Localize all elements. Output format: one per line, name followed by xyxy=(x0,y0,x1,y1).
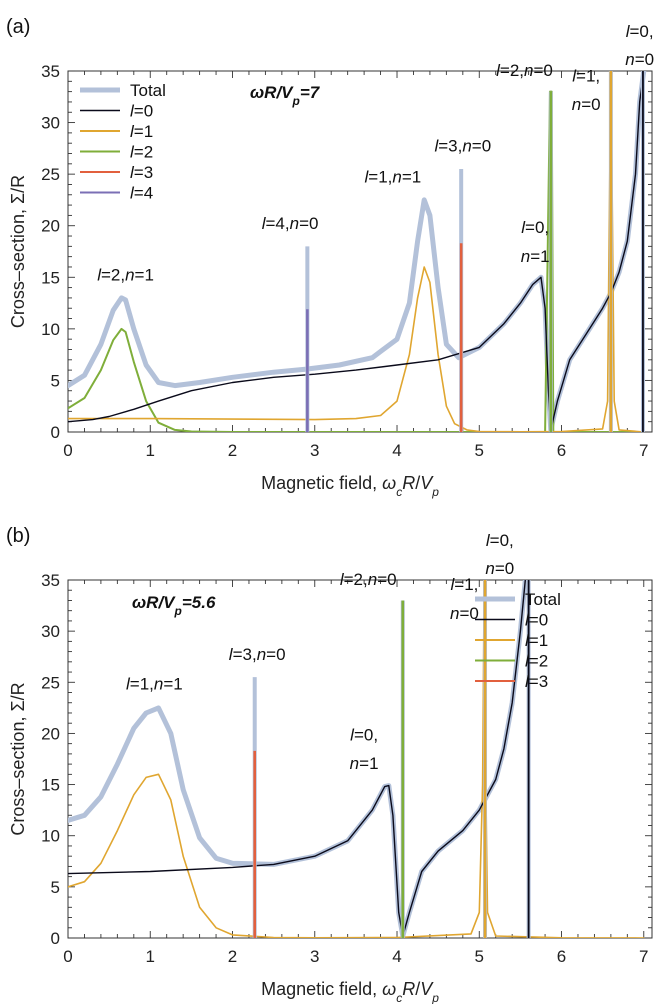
series-line-total xyxy=(68,71,647,432)
x-tick-label: 6 xyxy=(557,441,566,460)
y-tick-label: 5 xyxy=(51,878,60,897)
legend-entry-l2: l=2 xyxy=(130,143,153,162)
panel-a: 0 1 2 3 4 5 6 7 0 5 10 15 20 25 30 35 Magnetic field, ωc… xyxy=(6,16,654,499)
x-axis-title: Magnetic field, ωcR/Vp xyxy=(261,473,439,499)
y-tick-label: 15 xyxy=(41,268,60,287)
x-tick-label: 5 xyxy=(475,441,484,460)
y-tick-label: 25 xyxy=(41,673,60,692)
legend-entry-total: Total xyxy=(525,590,561,609)
peak-annotation: l=4,n=0 xyxy=(262,214,319,233)
y-tick-label: 35 xyxy=(41,571,60,590)
x-axis-title: Magnetic field, ωcR/Vp xyxy=(261,979,439,1004)
legend-entry-l2: l=2 xyxy=(525,652,548,671)
series-line-total xyxy=(68,580,528,938)
peak-annotation: n=0 xyxy=(450,604,479,623)
y-tick-label: 5 xyxy=(51,371,60,390)
y-tick-label: 10 xyxy=(41,827,60,846)
peak-annotation: l=2,n=0 xyxy=(340,570,397,589)
panel-label: (b) xyxy=(6,525,30,547)
peak-annotation: l=1, xyxy=(572,66,600,85)
peak-annotation: l=2,n=1 xyxy=(97,265,154,284)
x-tick-label: 1 xyxy=(146,441,155,460)
peak-annotation: n=1 xyxy=(350,754,379,773)
x-tick-label: 0 xyxy=(63,441,72,460)
peak-annotation: l=1,n=1 xyxy=(365,167,422,186)
x-tick-label: 2 xyxy=(228,947,237,966)
legend: Total l=0l=1 l=2l=3 xyxy=(475,590,561,691)
peak-annotation: n=1 xyxy=(521,247,550,266)
series-line-l0 xyxy=(68,580,526,937)
legend-entry-l3: l=3 xyxy=(130,163,153,182)
legend-entry-l3: l=3 xyxy=(525,672,548,691)
y-tick-label: 25 xyxy=(41,165,60,184)
y-axis-title: Cross–section, Σ/R xyxy=(8,682,28,835)
y-tick-label: 30 xyxy=(41,622,60,641)
y-tick-label: 20 xyxy=(41,217,60,236)
x-tick-label: 2 xyxy=(228,441,237,460)
peak-annotation: l=0, xyxy=(350,726,378,745)
x-tick-label: 3 xyxy=(310,441,319,460)
panel-label: (a) xyxy=(6,16,30,38)
peak-annotation: l=3,n=0 xyxy=(434,136,491,155)
parameter-label: ωR/Vp=5.6 xyxy=(132,593,216,618)
legend-entry-l0: l=0 xyxy=(525,611,548,630)
x-tick-label: 4 xyxy=(392,947,401,966)
legend-entry-l0: l=0 xyxy=(130,102,153,121)
peak-annotation: n=0 xyxy=(625,50,654,69)
legend-entry-l1: l=1 xyxy=(525,631,548,650)
y-tick-label: 35 xyxy=(41,62,60,81)
y-tick-label: 15 xyxy=(41,776,60,795)
peak-annotation: l=0, xyxy=(521,218,549,237)
y-tick-label: 30 xyxy=(41,114,60,133)
panel-b: 0 1 2 3 4 5 6 7 0 5 10 15 20 25 30 35 Magnetic field, ωc… xyxy=(6,525,653,1004)
legend-entry-l4: l=4 xyxy=(130,184,153,203)
y-axis-title: Cross–section, Σ/R xyxy=(8,175,28,328)
y-tick-label: 20 xyxy=(41,724,60,743)
peak-annotation: l=1, xyxy=(451,575,479,594)
x-tick-label: 6 xyxy=(557,947,566,966)
x-tick-label: 4 xyxy=(392,441,401,460)
x-tick-label: 7 xyxy=(639,947,648,966)
legend-entry-l1: l=1 xyxy=(130,122,153,141)
y-tick-label: 0 xyxy=(51,423,60,442)
peak-annotation: l=0, xyxy=(486,531,514,550)
y-tick-label: 0 xyxy=(51,929,60,948)
x-tick-label: 7 xyxy=(639,441,648,460)
series-line-l2 xyxy=(68,90,645,432)
x-tick-label: 1 xyxy=(146,947,155,966)
peak-annotation: l=0, xyxy=(626,22,654,41)
y-tick-label: 10 xyxy=(41,320,60,339)
peak-annotation: n=0 xyxy=(572,95,601,114)
legend: Total l=0l=1 l=2l=3 l=4 xyxy=(80,81,166,203)
plot-area xyxy=(68,71,647,432)
legend-entry-total: Total xyxy=(130,81,166,100)
x-tick-label: 0 xyxy=(63,947,72,966)
peak-annotation: l=3,n=0 xyxy=(229,645,286,664)
parameter-label: ωR/Vp=7 xyxy=(250,83,321,108)
x-tick-label: 5 xyxy=(475,947,484,966)
plot-area xyxy=(68,580,645,938)
peak-annotation: n=0 xyxy=(485,559,514,578)
peak-annotation: l=1,n=1 xyxy=(126,674,183,693)
peak-annotation: l=2,n=0 xyxy=(496,61,553,80)
x-tick-label: 3 xyxy=(310,947,319,966)
